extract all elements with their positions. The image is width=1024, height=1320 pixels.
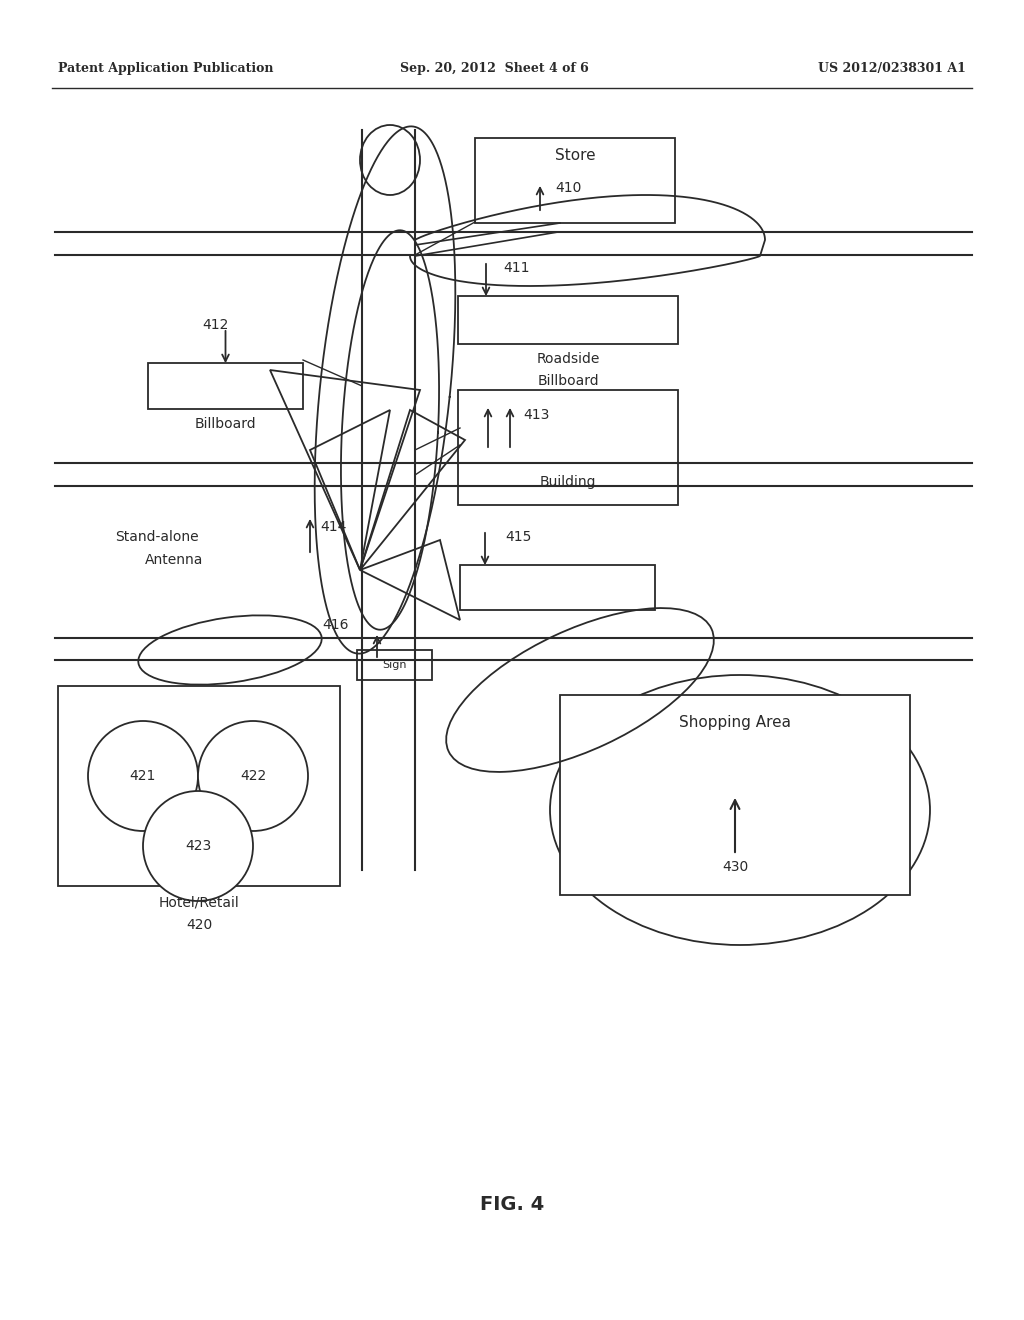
Text: 410: 410 (555, 181, 582, 195)
Ellipse shape (550, 675, 930, 945)
Text: 420: 420 (186, 917, 212, 932)
Text: Shopping Area: Shopping Area (679, 715, 791, 730)
Text: 414: 414 (319, 520, 346, 535)
Bar (58, 686, 340, 886)
Text: 412: 412 (203, 318, 228, 333)
Circle shape (143, 791, 253, 902)
Bar (458, 296, 678, 345)
Circle shape (198, 721, 308, 832)
Text: Sep. 20, 2012  Sheet 4 of 6: Sep. 20, 2012 Sheet 4 of 6 (400, 62, 589, 75)
Bar (475, 139, 675, 223)
Text: Patent Application Publication: Patent Application Publication (58, 62, 273, 75)
Circle shape (88, 721, 198, 832)
Text: 422: 422 (240, 770, 266, 783)
Text: US 2012/0238301 A1: US 2012/0238301 A1 (818, 62, 966, 75)
Bar (458, 389, 678, 506)
Text: Billboard: Billboard (538, 374, 599, 388)
Text: Roadside: Roadside (537, 352, 600, 366)
Bar (560, 696, 910, 895)
Text: Billboard: Billboard (195, 417, 256, 432)
Text: 430: 430 (722, 861, 749, 874)
Text: 413: 413 (523, 408, 549, 422)
Text: Stand-alone: Stand-alone (115, 531, 199, 544)
Text: Sign: Sign (382, 660, 407, 671)
Text: 415: 415 (505, 531, 531, 544)
Text: Antenna: Antenna (145, 553, 204, 568)
Bar (357, 649, 432, 680)
Text: Hotel/Retail: Hotel/Retail (159, 896, 240, 909)
Text: Store: Store (555, 148, 595, 162)
Text: 421: 421 (130, 770, 157, 783)
Text: FIG. 4: FIG. 4 (480, 1195, 544, 1214)
Text: 411: 411 (503, 261, 529, 275)
Bar (460, 565, 655, 610)
Text: Building: Building (540, 475, 596, 488)
Text: 423: 423 (185, 840, 211, 853)
Text: 416: 416 (322, 618, 348, 632)
Bar (148, 363, 303, 409)
